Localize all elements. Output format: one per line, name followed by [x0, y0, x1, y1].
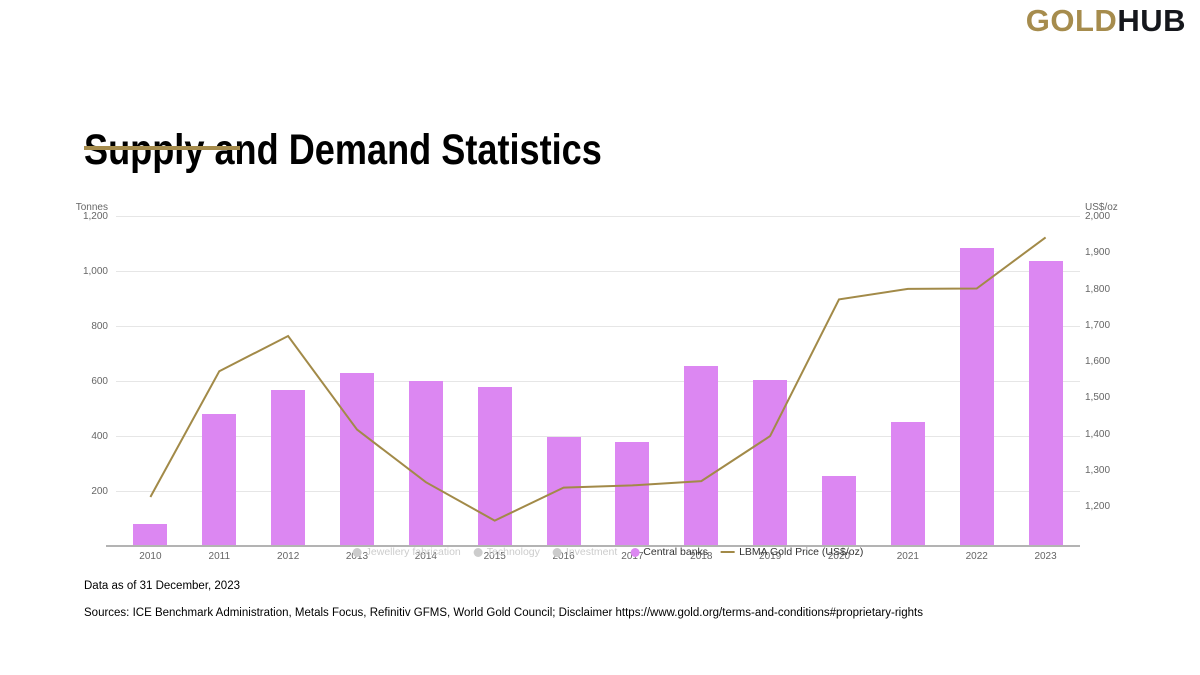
series-marker-icon	[630, 547, 640, 557]
right-axis-tick-label: 1,400	[1085, 428, 1111, 440]
title-underline	[84, 146, 240, 150]
right-axis-tick-label: 1,200	[1085, 501, 1111, 513]
bar-central-banks-2019[interactable]	[753, 379, 788, 546]
left-axis-tick-label: 600	[91, 376, 108, 387]
legend-item-central-banks[interactable]: Central banks	[630, 546, 708, 558]
x-axis-line	[106, 545, 1080, 547]
goldhub-logo: GOLDHUB	[1026, 4, 1186, 38]
left-axis-tick-label: 1,200	[82, 211, 108, 222]
chart-legend: Jewellery fabrication Technology Investm…	[352, 546, 863, 558]
legend-label: Investment	[565, 546, 618, 558]
right-axis-tick-label: 1,900	[1085, 247, 1111, 259]
legend-label: Technology	[486, 546, 540, 558]
gridline	[116, 325, 1080, 327]
bar-central-banks-2020[interactable]	[822, 475, 856, 546]
sources-note: Sources: ICE Benchmark Administration, M…	[84, 607, 923, 619]
bar-central-banks-2015[interactable]	[477, 386, 512, 546]
left-axis-tick-label: 800	[91, 321, 108, 332]
line-series-marker-icon	[721, 551, 736, 553]
right-axis-tick-label: 2,000	[1085, 211, 1111, 222]
x-axis-year-label: 2020	[827, 551, 851, 562]
legend-label: LBMA Gold Price (US$/oz)	[739, 546, 864, 558]
x-axis-year-label: 2015	[483, 551, 506, 562]
bar-central-banks-2018[interactable]	[684, 365, 719, 546]
series-marker-icon	[473, 547, 483, 557]
gridline	[116, 380, 1080, 382]
right-axis-tick-label: 1,800	[1085, 283, 1111, 295]
bar-central-banks-2017[interactable]	[615, 441, 650, 546]
logo-hub-part: HUB	[1117, 3, 1186, 38]
bar-central-banks-2013[interactable]	[340, 372, 374, 546]
logo-gold-part: GOLD	[1025, 3, 1118, 38]
x-axis-year-label: 2017	[621, 551, 644, 562]
legend-item-investment[interactable]: Investment	[552, 546, 618, 558]
right-axis-tick-label: 1,500	[1085, 392, 1111, 404]
gridline	[116, 435, 1080, 437]
series-marker-icon	[352, 547, 362, 557]
x-axis-year-label: 2019	[759, 551, 782, 562]
x-axis-year-label: 2014	[414, 551, 437, 562]
bar-central-banks-2016[interactable]	[546, 437, 581, 546]
bar-central-banks-2010[interactable]	[133, 524, 168, 546]
legend-label: Central banks	[643, 546, 709, 558]
left-axis-title: Tonnes	[75, 202, 108, 213]
right-axis-tick-label: 1,300	[1085, 464, 1111, 476]
left-axis-tick-label: 1,000	[82, 266, 108, 277]
x-axis-year-label: 2013	[345, 551, 369, 562]
legend-item-jewellery-fabrication[interactable]: Jewellery fabrication	[352, 546, 461, 558]
right-axis-tick-label: 1,600	[1085, 356, 1111, 368]
x-axis-year-label: 2010	[139, 551, 162, 562]
x-axis-year-label: 2012	[277, 551, 300, 562]
bar-central-banks-2021[interactable]	[890, 422, 925, 546]
gold-price-line[interactable]	[149, 236, 1047, 522]
legend-item-technology[interactable]: Technology	[473, 546, 540, 558]
gridline	[116, 215, 1080, 217]
gridline	[116, 270, 1080, 272]
bar-central-banks-2011[interactable]	[202, 413, 237, 546]
series-marker-icon	[552, 547, 562, 557]
bar-central-banks-2023[interactable]	[1028, 260, 1063, 546]
bar-central-banks-2012[interactable]	[271, 389, 306, 546]
data-as-of-note: Data as of 31 December, 2023	[84, 580, 240, 592]
left-axis-tick-label: 400	[91, 431, 108, 442]
left-axis-tick-label: 200	[91, 486, 108, 497]
x-axis-year-label: 2011	[208, 551, 231, 562]
legend-item-lbma-gold-price[interactable]: LBMA Gold Price (US$/oz)	[721, 546, 863, 558]
bar-central-banks-2014[interactable]	[408, 380, 443, 546]
x-axis-year-label: 2022	[965, 551, 988, 562]
gridline	[116, 490, 1080, 492]
x-axis-year-label: 2016	[552, 551, 575, 562]
x-axis-year-label: 2021	[896, 551, 919, 562]
bar-central-banks-2022[interactable]	[959, 248, 994, 546]
x-axis-year-label: 2023	[1034, 551, 1057, 562]
x-axis-year-label: 2018	[690, 551, 713, 562]
right-axis-tick-label: 1,700	[1085, 319, 1111, 331]
right-axis-title: US$/oz	[1085, 202, 1118, 213]
legend-label: Jewellery fabrication	[365, 546, 461, 558]
